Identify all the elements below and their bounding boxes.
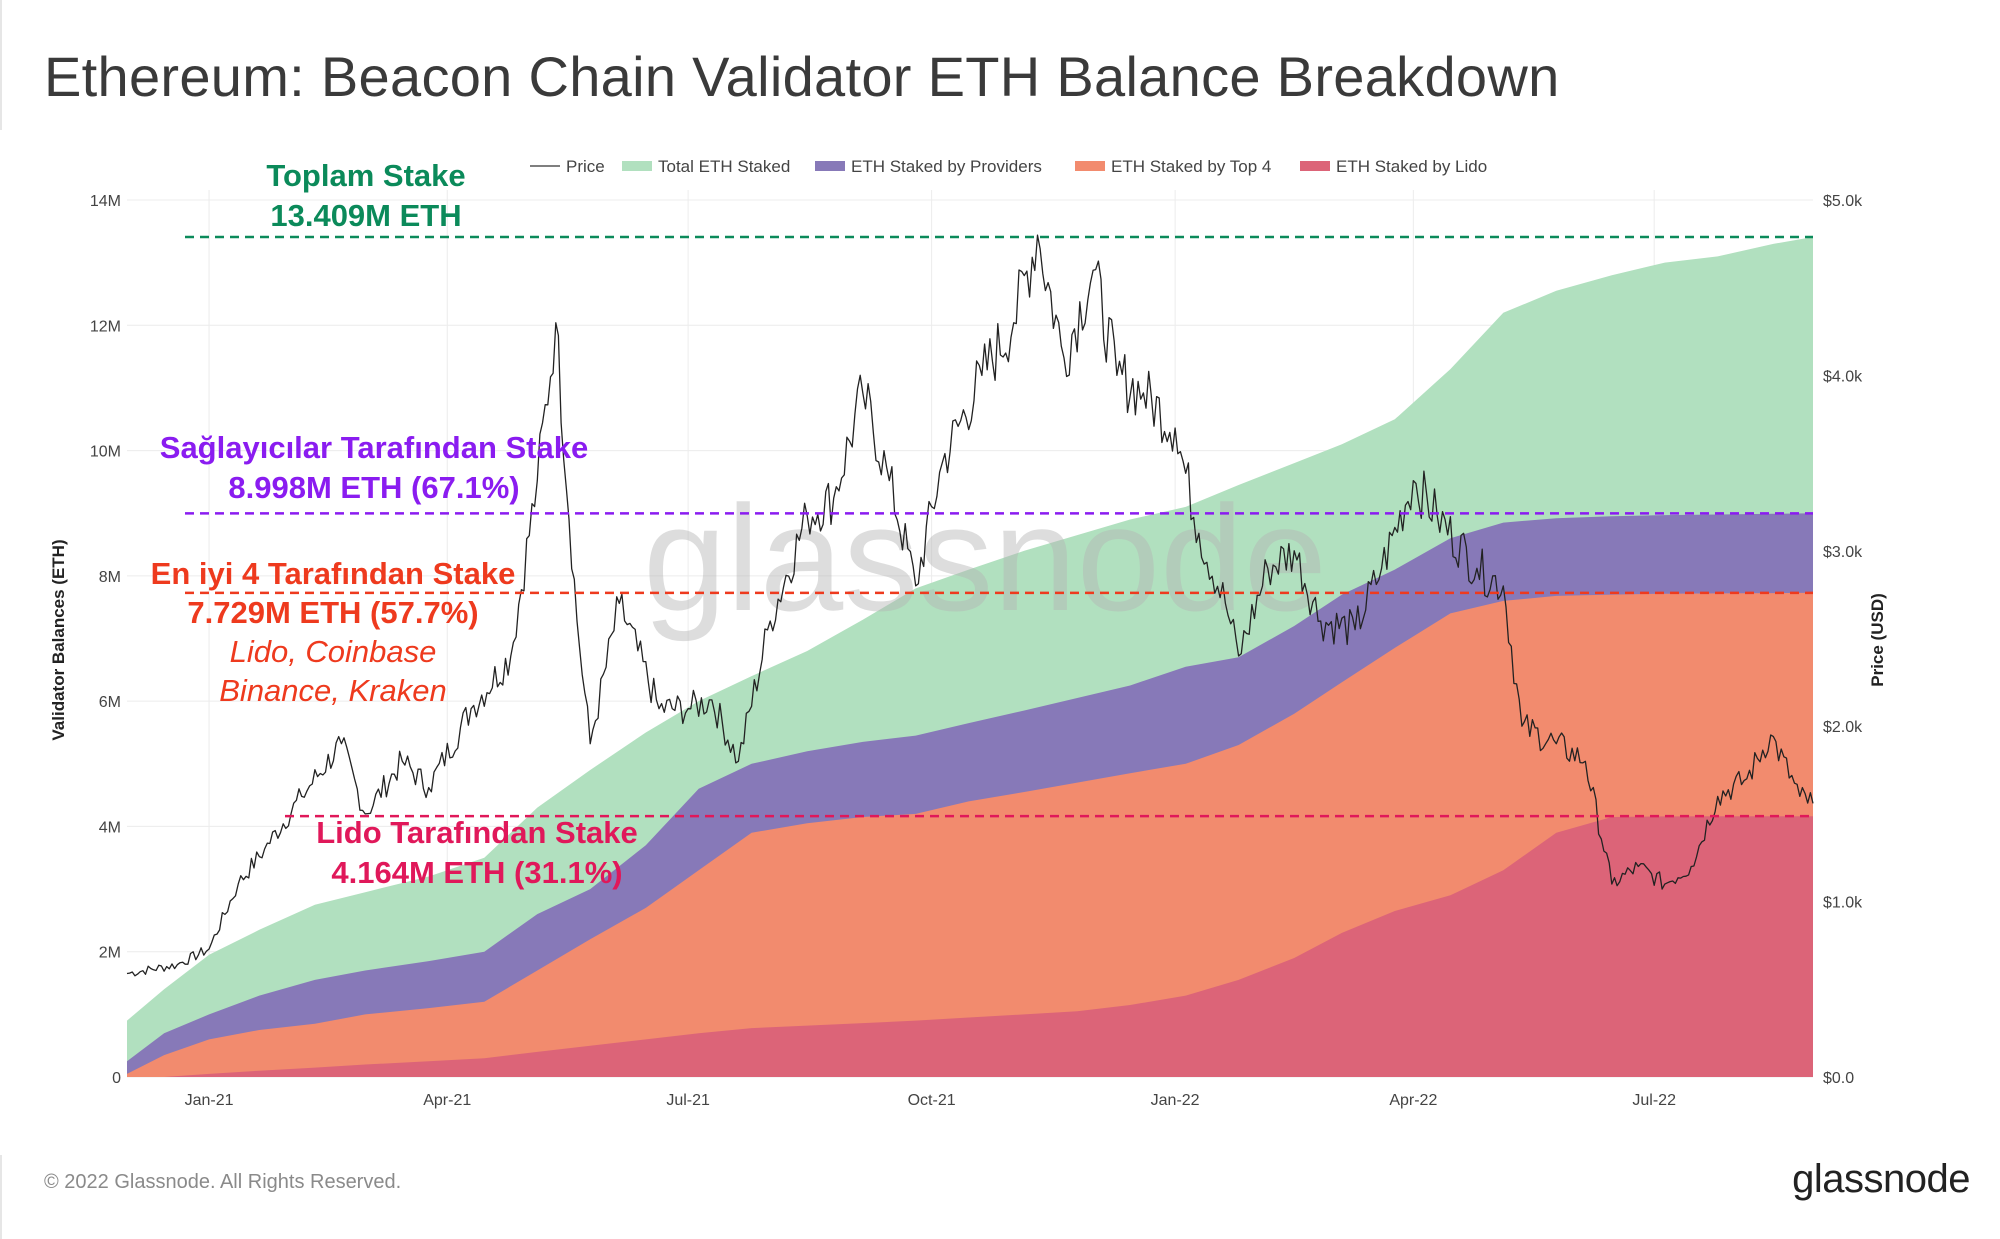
legend-swatch (815, 161, 845, 171)
legend-label: Total ETH Staked (658, 157, 790, 176)
bottom-rule (0, 1155, 2, 1239)
page-title: Ethereum: Beacon Chain Validator ETH Bal… (44, 45, 1560, 108)
total-stake-label: Toplam Stake (266, 158, 465, 193)
y-tick-label: 4M (99, 819, 121, 836)
legend-label: ETH Staked by Providers (851, 157, 1042, 176)
y2-tick-label: $2.0k (1823, 719, 1863, 736)
providers-stake-value: 8.998M ETH (67.1%) (228, 470, 519, 505)
price-series-line (126, 234, 1814, 977)
brand-logo: glassnode (1792, 1157, 1970, 1201)
x-tick-label: Apr-21 (423, 1092, 471, 1109)
x-tick-label: Jan-22 (1151, 1092, 1200, 1109)
y2-tick-label: $3.0k (1823, 544, 1863, 561)
reference-lines (185, 235, 1813, 818)
legend-label: Price (566, 157, 605, 176)
y-axis-title: Validator Balances (ETH) (49, 539, 68, 740)
left-rule (0, 0, 2, 130)
total-stake-value: 13.409M ETH (270, 198, 461, 233)
y2-tick-label: $5.0k (1823, 193, 1863, 210)
legend-label: ETH Staked by Top 4 (1111, 157, 1271, 176)
legend: Price Total ETH Staked ETH Staked by Provi… (530, 157, 1487, 176)
top4-stake-label: En iyi 4 Tarafından Stake (151, 556, 516, 591)
legend-swatch (1075, 161, 1105, 171)
y2-tick-label: $0.0 (1823, 1070, 1854, 1087)
y-tick-label: 12M (90, 318, 121, 335)
x-tick-label: Jan-21 (185, 1092, 234, 1109)
watermark: glassnode (643, 474, 1327, 642)
price-line (126, 234, 1814, 977)
y2-axis-title: Price (USD) (1868, 593, 1887, 687)
providers-stake-label: Sağlayıcılar Tarafından Stake (160, 430, 588, 465)
y-tick-label: 0 (112, 1070, 121, 1087)
y-tick-label: 6M (99, 694, 121, 711)
top4-note-line2: Binance, Kraken (219, 673, 446, 708)
copyright-footer: © 2022 Glassnode. All Rights Reserved. (44, 1171, 402, 1193)
y2-tick-label: $1.0k (1823, 895, 1863, 912)
lido-stake-label: Lido Tarafından Stake (316, 815, 638, 850)
y-tick-label: 10M (90, 444, 121, 461)
x-tick-label: Oct-21 (908, 1092, 956, 1109)
y-tick-label: 8M (99, 569, 121, 586)
annotations: Toplam Stake 13.409M ETH Sağlayıcılar Tara… (151, 158, 638, 890)
lido-staked-area (127, 816, 1813, 1077)
y-tick-label: 14M (90, 193, 121, 210)
legend-swatch (622, 161, 652, 171)
y-tick-label: 2M (99, 945, 121, 962)
legend-swatch (1300, 161, 1330, 171)
x-tick-label: Jul-22 (1632, 1092, 1676, 1109)
lido-stake-value: 4.164M ETH (31.1%) (331, 855, 622, 890)
area-series (127, 237, 1813, 1077)
x-tick-label: Apr-22 (1389, 1092, 1437, 1109)
axes: 0 2M 4M 6M 8M 10M 12M 14M $0.0 $1.0k $2.0k $3.0k $4.… (49, 193, 1887, 1109)
y2-tick-label: $4.0k (1823, 368, 1863, 385)
top4-stake-value: 7.729M ETH (57.7%) (187, 595, 478, 630)
legend-label: ETH Staked by Lido (1336, 157, 1487, 176)
x-tick-label: Jul-21 (666, 1092, 710, 1109)
top4-note-line1: Lido, Coinbase (230, 634, 437, 669)
